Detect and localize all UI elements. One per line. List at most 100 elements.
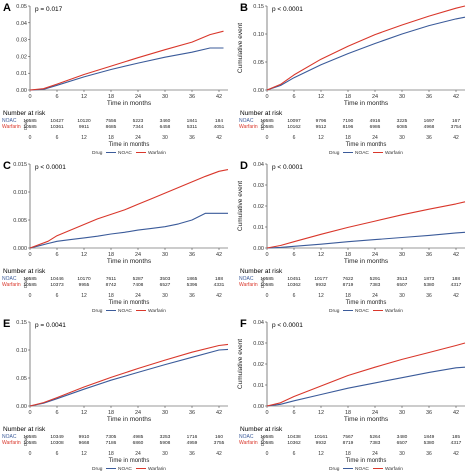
risk-value-noac: 4985 [133, 434, 144, 440]
x-tick-label: 18 [108, 252, 114, 258]
risk-value-noac: 10427 [50, 118, 64, 124]
risk-value-warfarin: 9668 [79, 440, 90, 446]
risk-row-label-warfarin: Warfarin [2, 440, 21, 446]
risk-x-tick-label: 18 [108, 293, 114, 299]
panel-letter: C [3, 160, 11, 172]
risk-value-noac: 167 [452, 118, 460, 124]
risk-x-tick-label: 12 [318, 135, 324, 141]
legend-label-warfarin: Warfarin [148, 466, 166, 472]
x-tick-label: 12 [81, 252, 87, 258]
y-tick-label: 0.05 [16, 376, 27, 382]
x-axis-label: Time in months [344, 416, 389, 423]
x-axis-label: Time in months [107, 258, 152, 265]
risk-x-tick-label: 0 [266, 293, 269, 299]
risk-value-warfarin: 10308 [50, 440, 64, 446]
risk-value-warfarin: 8719 [343, 282, 354, 288]
risk-value-noac: 9796 [316, 118, 327, 124]
risk-value-noac: 7190 [343, 118, 354, 124]
panel-letter: D [240, 160, 248, 172]
y-tick-label: 0.000 [13, 246, 27, 252]
risk-value-noac: 10097 [287, 118, 301, 124]
risk-x-tick-label: 36 [426, 135, 432, 141]
p-value: p < 0.0001 [272, 322, 303, 329]
y-tick-label: 0.05 [16, 4, 27, 10]
risk-value-noac: 7611 [106, 276, 117, 282]
series-line-noac [29, 47, 224, 91]
legend-title: Drug [92, 466, 103, 472]
risk-value-warfarin: 10361 [50, 124, 64, 130]
risk-x-tick-label: 42 [453, 135, 459, 141]
x-axis-label: Time in months [107, 416, 152, 423]
x-tick-label: 42 [216, 94, 222, 100]
series-line-warfarin [266, 201, 466, 249]
risk-value-noac: 1865 [187, 276, 198, 282]
risk-value-noac: 5264 [370, 434, 381, 440]
risk-table-title: Number at risk [3, 426, 46, 433]
risk-value-noac: 185 [452, 434, 460, 440]
x-tick-label: 36 [189, 410, 195, 416]
risk-value-noac: 3460 [160, 118, 171, 124]
risk-x-tick-label: 30 [399, 135, 405, 141]
risk-value-warfarin: 10585 [260, 124, 274, 130]
risk-x-tick-label: 12 [81, 293, 87, 299]
y-tick-label: 0.04 [253, 162, 264, 168]
risk-value-noac: 3513 [397, 276, 408, 282]
risk-value-noac: 1716 [187, 434, 198, 440]
y-tick-label: 0.01 [253, 383, 264, 389]
risk-x-tick-label: 6 [56, 293, 59, 299]
panel-a: A 0.00 0.01 0.02 0.03 0.04 0.05 0 6 12 18 24 30 36 42 T… [2, 2, 228, 156]
x-tick-label: 24 [372, 252, 378, 258]
risk-x-axis-label: Time in months [109, 458, 150, 464]
risk-value-warfarin: 7408 [133, 282, 144, 288]
risk-value-noac: 1849 [424, 434, 435, 440]
legend-title: Drug [329, 308, 340, 314]
risk-value-warfarin: 8742 [106, 282, 117, 288]
risk-x-tick-label: 12 [318, 293, 324, 299]
risk-row-label-noac: NOAC [239, 434, 254, 440]
risk-value-noac: 3503 [160, 276, 171, 282]
risk-row-label-warfarin: Warfarin [239, 124, 258, 130]
y-tick-label: 0.02 [253, 204, 264, 210]
risk-x-axis-label: Time in months [109, 300, 150, 306]
panel-letter: A [3, 2, 11, 14]
panel-d: D Cumulative event 0.00 0.01 0.02 0.03 0.04 0 6 1… [237, 160, 466, 314]
x-tick-label: 18 [108, 410, 114, 416]
risk-x-tick-label: 0 [29, 293, 32, 299]
y-tick-label: 0.10 [16, 348, 27, 354]
legend-title: Drug [92, 308, 103, 314]
risk-value-warfarin: 10585 [260, 282, 274, 288]
p-value: p = 0.017 [35, 6, 63, 13]
risk-value-warfarin: 5380 [424, 440, 435, 446]
risk-value-warfarin: 5908 [160, 440, 171, 446]
risk-value-noac: 184 [215, 118, 223, 124]
risk-value-noac: 7556 [106, 118, 117, 124]
series-line-warfarin [29, 343, 229, 407]
risk-x-tick-label: 24 [135, 293, 141, 299]
x-tick-label: 18 [345, 94, 351, 100]
risk-row-label-noac: NOAC [2, 434, 17, 440]
risk-x-tick-label: 30 [162, 135, 168, 141]
series-line-noac [266, 366, 466, 407]
panel-b: B Cumulative event 0.00 0.05 0.10 0.15 0 6 12 18 2… [237, 2, 466, 156]
y-tick-label: 0.04 [253, 320, 264, 326]
x-tick-label: 30 [399, 94, 405, 100]
risk-value-warfarin: 4317 [451, 440, 462, 446]
risk-value-warfarin: 4317 [451, 282, 462, 288]
y-axis-label: Cumulative event [237, 339, 244, 389]
risk-value-warfarin: 8196 [343, 124, 354, 130]
risk-x-tick-label: 18 [345, 293, 351, 299]
y-tick-label: 0.015 [13, 162, 27, 168]
risk-value-noac: 10446 [50, 276, 64, 282]
x-tick-label: 12 [81, 410, 87, 416]
risk-value-warfarin: 8685 [106, 124, 117, 130]
risk-value-noac: 160 [215, 434, 223, 440]
risk-row-label-noac: NOAC [2, 118, 17, 124]
risk-value-noac: 7305 [106, 434, 117, 440]
x-tick-label: 6 [292, 252, 295, 258]
y-tick-label: 0.10 [253, 32, 264, 38]
series-line-noac [29, 348, 229, 407]
legend-title: Drug [329, 150, 340, 156]
risk-value-warfarin: 5311 [187, 124, 198, 130]
y-tick-label: 0.03 [253, 183, 264, 189]
risk-x-tick-label: 0 [266, 135, 269, 141]
